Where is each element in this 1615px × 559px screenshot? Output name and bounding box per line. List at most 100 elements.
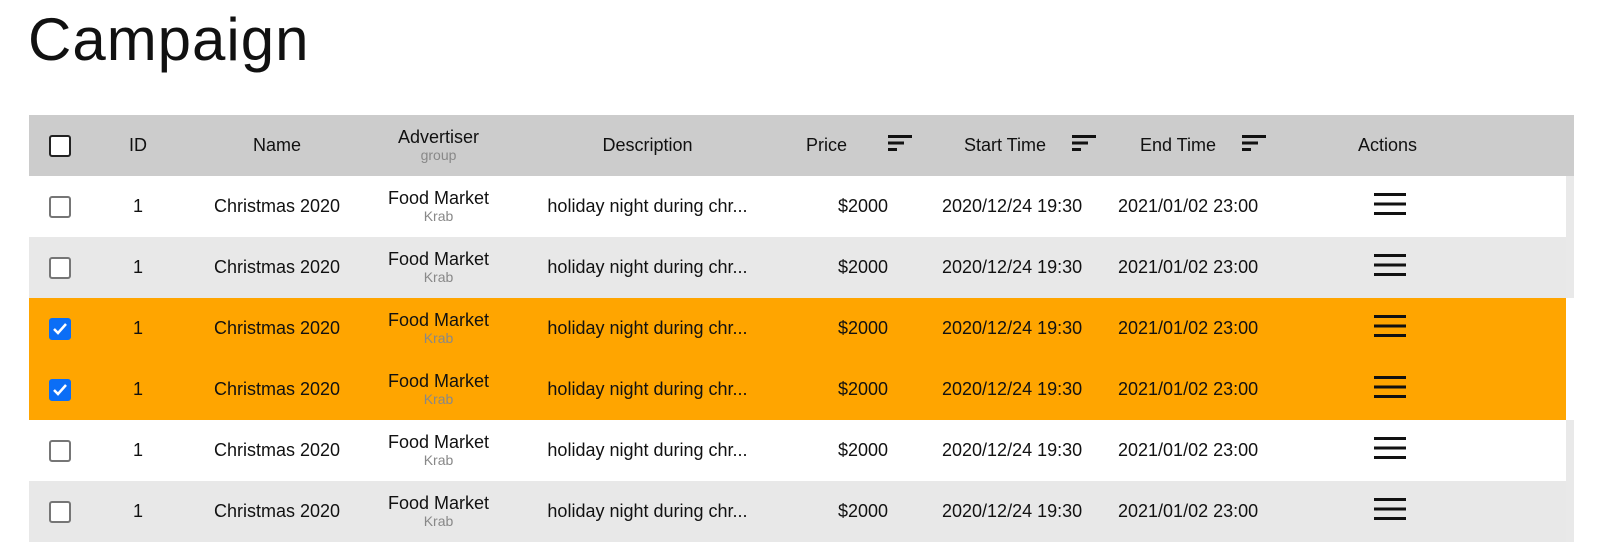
header-end-time[interactable]: End Time <box>1108 115 1278 176</box>
row-advertiser-group: Krab <box>423 269 454 285</box>
table-row[interactable]: 1 Christmas 2020 Food Market Krab holida… <box>29 176 1574 237</box>
row-id: 1 <box>132 440 143 460</box>
checkmark-icon <box>52 322 67 335</box>
row-start-time: 2020/12/24 19:30 <box>942 440 1083 460</box>
row-checkbox[interactable] <box>48 439 71 462</box>
row-price: $2000 <box>838 440 889 460</box>
header-id[interactable]: ID <box>129 135 147 155</box>
header-end-time-label: End Time <box>1139 135 1217 155</box>
row-start-time: 2020/12/24 19:30 <box>942 196 1083 216</box>
row-description: holiday night during chr... <box>547 501 748 521</box>
table-row[interactable]: 1 Christmas 2020 Food Market Krab holida… <box>29 420 1574 481</box>
row-advertiser-group: Krab <box>423 452 454 468</box>
row-advertiser: Food Market Krab <box>368 359 509 420</box>
row-actions-cell <box>1278 420 1574 481</box>
row-advertiser-name: Food Market <box>387 432 490 452</box>
hamburger-menu-icon[interactable] <box>1374 314 1406 343</box>
row-name: Christmas 2020 <box>213 318 341 338</box>
header-description[interactable]: Description <box>602 135 693 155</box>
table-body: 1 Christmas 2020 Food Market Krab holida… <box>29 176 1574 542</box>
hamburger-menu-icon[interactable] <box>1374 253 1406 282</box>
page-title: Campaign <box>28 6 310 73</box>
row-advertiser-group: Krab <box>423 208 454 224</box>
row-actions-cell <box>1278 481 1574 542</box>
row-name: Christmas 2020 <box>213 501 341 521</box>
row-advertiser-group: Krab <box>423 513 454 529</box>
row-advertiser: Food Market Krab <box>368 420 509 481</box>
table-row[interactable]: 1 Christmas 2020 Food Market Krab holida… <box>29 298 1574 359</box>
row-advertiser: Food Market Krab <box>368 298 509 359</box>
row-end-time: 2021/01/02 23:00 <box>1118 440 1259 460</box>
row-price: $2000 <box>838 318 889 338</box>
row-id: 1 <box>132 196 143 216</box>
header-actions: Actions <box>1358 135 1418 155</box>
hamburger-menu-icon[interactable] <box>1374 436 1406 465</box>
table-header-row: ID Name Advertiser group Description Pri… <box>29 115 1574 176</box>
row-actions-cell <box>1278 359 1574 420</box>
row-actions-cell <box>1278 298 1574 359</box>
row-start-time: 2020/12/24 19:30 <box>942 318 1083 338</box>
header-price[interactable]: Price <box>786 115 932 176</box>
row-select-cell <box>29 298 90 359</box>
row-name: Christmas 2020 <box>213 379 341 399</box>
row-checkbox[interactable] <box>48 195 71 218</box>
row-name: Christmas 2020 <box>213 440 341 460</box>
row-end-time: 2021/01/02 23:00 <box>1118 379 1259 399</box>
row-id: 1 <box>132 501 143 521</box>
row-id: 1 <box>132 379 143 399</box>
table-row[interactable]: 1 Christmas 2020 Food Market Krab holida… <box>29 481 1574 542</box>
row-checkbox[interactable] <box>48 378 71 401</box>
row-start-time: 2020/12/24 19:30 <box>942 379 1083 399</box>
row-price: $2000 <box>838 257 889 277</box>
row-price: $2000 <box>838 501 889 521</box>
row-actions-cell <box>1278 237 1574 298</box>
row-select-cell <box>29 481 90 542</box>
table-row[interactable]: 1 Christmas 2020 Food Market Krab holida… <box>29 359 1574 420</box>
row-end-time: 2021/01/02 23:00 <box>1118 196 1259 216</box>
row-end-time: 2021/01/02 23:00 <box>1118 318 1259 338</box>
sort-icon[interactable] <box>1242 134 1267 157</box>
row-id: 1 <box>132 318 143 338</box>
row-id: 1 <box>132 257 143 277</box>
row-actions-cell <box>1278 176 1574 237</box>
row-price: $2000 <box>838 379 889 399</box>
row-select-cell <box>29 237 90 298</box>
row-name: Christmas 2020 <box>213 196 341 216</box>
checkmark-icon <box>52 383 67 396</box>
sort-icon[interactable] <box>1072 134 1097 157</box>
header-start-time[interactable]: Start Time <box>932 115 1108 176</box>
row-description: holiday night during chr... <box>547 257 748 277</box>
hamburger-menu-icon[interactable] <box>1374 192 1406 221</box>
row-description: holiday night during chr... <box>547 440 748 460</box>
row-advertiser-group: Krab <box>423 391 454 407</box>
hamburger-menu-icon[interactable] <box>1374 375 1406 404</box>
header-start-time-label: Start Time <box>963 135 1047 155</box>
row-advertiser: Food Market Krab <box>368 176 509 237</box>
row-advertiser-name: Food Market <box>387 371 490 391</box>
row-advertiser: Food Market Krab <box>368 237 509 298</box>
header-price-label: Price <box>805 135 847 155</box>
select-all-checkbox[interactable] <box>48 134 71 157</box>
row-checkbox[interactable] <box>48 317 71 340</box>
row-advertiser-group: Krab <box>423 330 454 346</box>
row-start-time: 2020/12/24 19:30 <box>942 257 1083 277</box>
row-advertiser-name: Food Market <box>387 249 490 269</box>
table-row[interactable]: 1 Christmas 2020 Food Market Krab holida… <box>29 237 1574 298</box>
row-select-cell <box>29 359 90 420</box>
row-name: Christmas 2020 <box>213 257 341 277</box>
row-select-cell <box>29 176 90 237</box>
header-advertiser-sub: group <box>420 147 457 163</box>
row-advertiser-name: Food Market <box>387 188 490 208</box>
row-checkbox[interactable] <box>48 256 71 279</box>
row-start-time: 2020/12/24 19:30 <box>942 501 1083 521</box>
row-description: holiday night during chr... <box>547 379 748 399</box>
header-advertiser-label: Advertiser <box>397 127 480 147</box>
row-advertiser: Food Market Krab <box>368 481 509 542</box>
row-select-cell <box>29 420 90 481</box>
hamburger-menu-icon[interactable] <box>1374 497 1406 526</box>
header-advertiser[interactable]: Advertiser group <box>368 115 509 176</box>
sort-icon[interactable] <box>888 134 912 157</box>
campaign-table: ID Name Advertiser group Description Pri… <box>29 115 1574 542</box>
row-checkbox[interactable] <box>48 500 71 523</box>
header-name[interactable]: Name <box>252 135 301 155</box>
